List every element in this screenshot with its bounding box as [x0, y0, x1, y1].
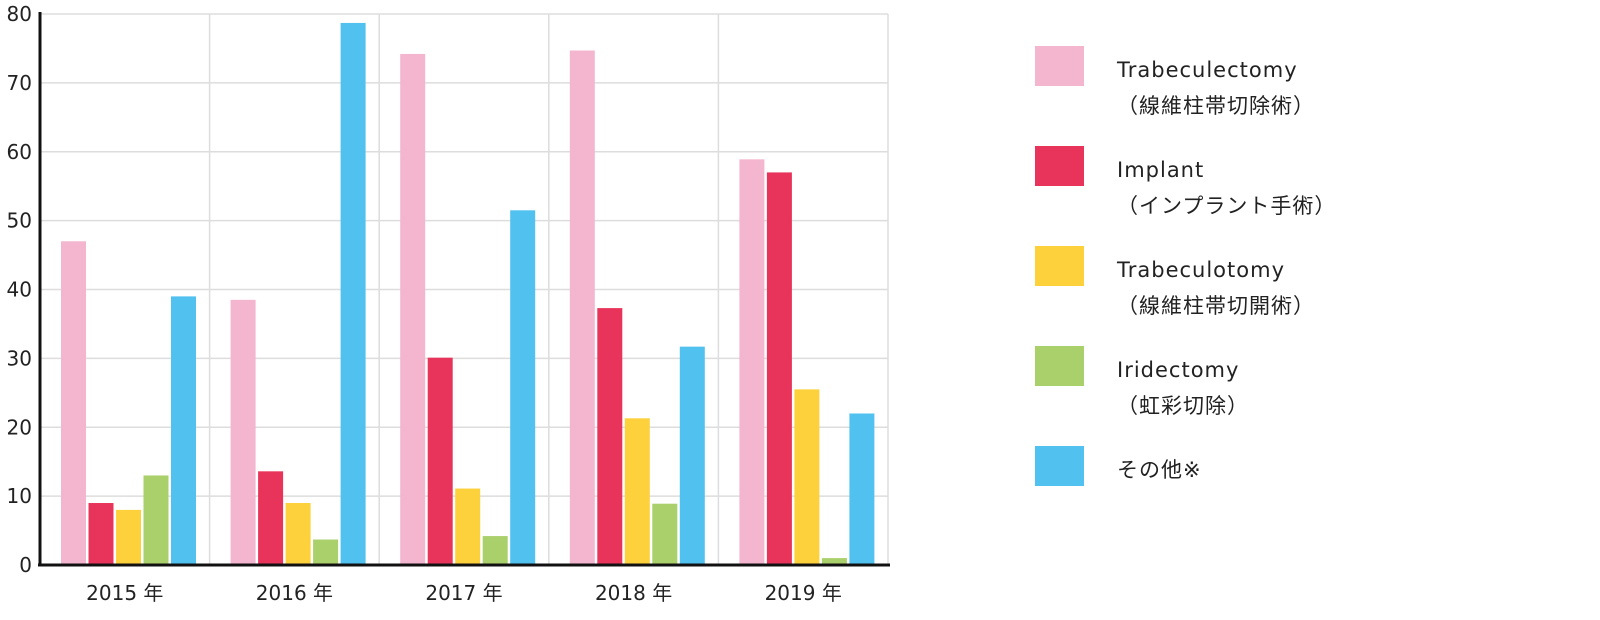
bar: [739, 159, 765, 566]
bars: [61, 22, 875, 566]
bar: [230, 299, 256, 565]
bar: [427, 357, 453, 565]
y-axis-ticks: 0 10 20 30 40 50 60 70 80: [7, 2, 32, 577]
bar: [482, 536, 508, 565]
axes: [38, 12, 890, 567]
y-tick-label: 70: [7, 71, 32, 95]
legend-label: その他※: [1117, 452, 1202, 488]
bar: [340, 22, 366, 566]
legend-label: Trabeculectomy （線維柱帯切除術）: [1117, 52, 1315, 124]
bar: [61, 241, 86, 565]
legend-label-main: その他※: [1117, 458, 1202, 482]
bar: [821, 558, 847, 565]
bar-chart: 0 10 20 30 40 50 60 70 80 2015 年 2016 年 2017 年 2018…: [7, 2, 890, 605]
legend: Trabeculectomy （線維柱帯切除術） Implant （インプラント手術）…: [1035, 44, 1555, 544]
y-tick-label: 80: [7, 2, 32, 26]
legend-label: Iridectomy （虹彩切除）: [1117, 352, 1249, 424]
y-tick-label: 50: [7, 209, 32, 233]
legend-label-sub: （虹彩切除）: [1117, 394, 1249, 418]
x-axis-ticks: 2015 年 2016 年 2017 年 2018 年 2019 年: [86, 581, 842, 605]
x-tick-label: 2018 年: [595, 581, 672, 605]
legend-item: Trabeculectomy （線維柱帯切除術）: [1035, 44, 1555, 144]
legend-label: Trabeculotomy （線維柱帯切開術）: [1117, 252, 1315, 324]
legend-label-sub: （インプラント手術）: [1117, 194, 1337, 218]
legend-label-sub: （線維柱帯切開術）: [1117, 294, 1315, 318]
legend-swatch: [1035, 46, 1084, 86]
bar: [679, 346, 705, 565]
y-tick-label: 40: [7, 278, 32, 302]
bar: [171, 296, 196, 565]
x-tick-label: 2015 年: [86, 581, 163, 605]
bar: [116, 509, 141, 565]
bar: [569, 50, 595, 566]
legend-label-main: Trabeculotomy: [1117, 258, 1285, 282]
bar: [143, 475, 169, 565]
bar: [313, 539, 339, 565]
legend-swatch: [1035, 246, 1084, 286]
bar: [849, 413, 875, 565]
legend-item: Trabeculotomy （線維柱帯切開術）: [1035, 244, 1555, 344]
legend-item: Iridectomy （虹彩切除）: [1035, 344, 1555, 444]
y-tick-label: 60: [7, 140, 32, 164]
legend-swatch: [1035, 146, 1084, 186]
legend-item: Implant （インプラント手術）: [1035, 144, 1555, 244]
legend-label-sub: （線維柱帯切除術）: [1117, 94, 1315, 118]
x-tick-label: 2019 年: [765, 581, 842, 605]
y-tick-label: 0: [19, 553, 32, 577]
bar: [258, 471, 284, 565]
legend-label-main: Iridectomy: [1117, 358, 1240, 382]
legend-label-main: Trabeculectomy: [1117, 58, 1298, 82]
bar: [794, 389, 820, 565]
legend-label: Implant （インプラント手術）: [1117, 152, 1336, 224]
x-tick-label: 2017 年: [425, 581, 502, 605]
bar: [597, 308, 623, 565]
y-tick-label: 30: [7, 346, 32, 370]
bar: [455, 488, 481, 565]
x-tick-label: 2016 年: [256, 581, 333, 605]
bar: [285, 503, 311, 565]
bar: [510, 210, 536, 565]
bar: [88, 503, 114, 565]
bar: [400, 53, 426, 565]
legend-swatch: [1035, 446, 1084, 486]
y-tick-label: 10: [7, 484, 32, 508]
legend-item: その他※: [1035, 444, 1555, 544]
legend-label-main: Implant: [1117, 158, 1205, 182]
bar: [766, 172, 792, 565]
legend-swatch: [1035, 346, 1084, 386]
bar: [652, 503, 678, 565]
y-tick-label: 20: [7, 415, 32, 439]
bar: [624, 418, 650, 565]
